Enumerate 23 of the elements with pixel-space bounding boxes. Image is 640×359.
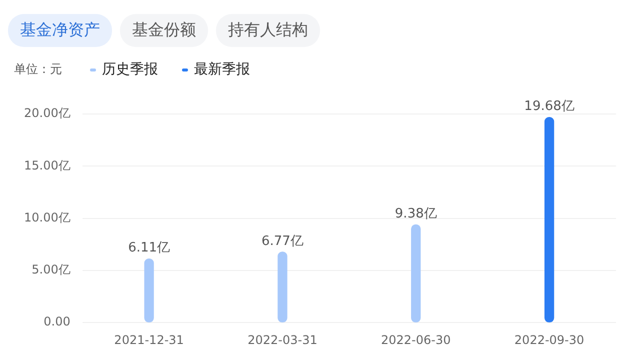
y-tick-label: 15.00亿 <box>24 158 70 172</box>
legend-label: 历史季报 <box>102 62 158 78</box>
tab-button: 基金份额 <box>120 14 208 46</box>
bar <box>278 252 288 322</box>
y-tick-label: 0.00 <box>44 314 70 329</box>
data-label: 19.68亿 <box>524 99 574 114</box>
legend-label: 最新季报 <box>194 62 250 78</box>
y-tick-label: 5.00亿 <box>32 262 70 277</box>
tab-button: 持有人结构 <box>216 14 320 46</box>
x-tick-label: 2022-06-30 <box>381 332 451 347</box>
data-label: 9.38亿 <box>394 206 437 222</box>
x-tick-label: 2022-03-31 <box>248 332 318 347</box>
bar <box>411 224 421 322</box>
y-axis-title: 单位：元 <box>14 62 62 76</box>
x-tick-label: 2021-12-31 <box>114 332 184 347</box>
bar <box>544 117 554 322</box>
y-tick-label: 10.00亿 <box>24 210 70 224</box>
x-tick-label: 2022-09-30 <box>514 332 584 347</box>
data-label: 6.11亿 <box>128 240 170 256</box>
data-label: 6.77亿 <box>261 234 304 249</box>
bar <box>144 258 154 322</box>
tab-button: 基金净资产 <box>8 14 112 46</box>
y-tick-label: 20.00亿 <box>24 106 70 120</box>
